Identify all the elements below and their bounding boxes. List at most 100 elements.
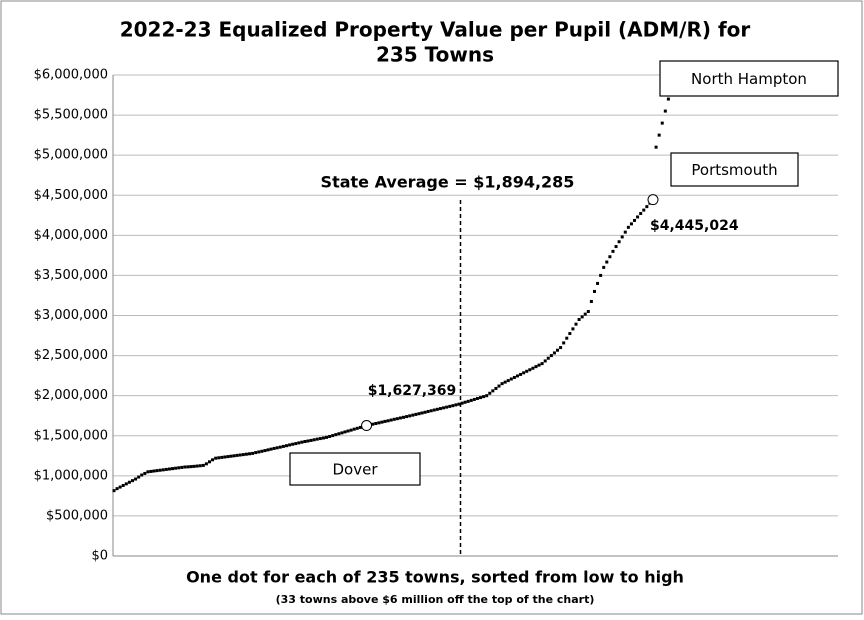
dot [438,407,442,411]
dot [260,449,264,453]
dot [112,489,116,493]
dot [414,412,418,416]
y-tick-label: $4,500,000 [34,188,108,203]
dot [531,366,535,370]
dot [294,442,298,446]
chart-title: 235 Towns [376,43,494,67]
dot [574,322,578,326]
dot [537,363,541,367]
dot [552,351,556,355]
dot [522,371,526,375]
dot [358,425,362,429]
dot [405,415,409,419]
dot [124,482,128,486]
dot [620,235,624,239]
dot [266,448,270,452]
dot [500,382,504,386]
dot [207,460,211,464]
dot [599,273,603,277]
dot [435,407,439,411]
dot [291,442,295,446]
dot [580,315,584,319]
callout-box [670,152,799,187]
dot [583,312,587,316]
y-tick-label: $5,000,000 [34,148,108,163]
callout-box [289,452,421,486]
dot [232,454,236,458]
dot [306,439,310,443]
highlight-point [361,420,373,432]
dot [448,404,452,408]
dot [389,418,393,422]
dot [506,379,510,383]
dot [645,205,649,209]
dot [605,260,609,264]
dot [121,483,125,487]
dot [300,440,304,444]
dot [235,453,239,457]
dot [432,408,436,412]
dot [204,462,208,466]
dot [201,463,205,467]
dot [494,386,498,390]
dot [155,469,159,473]
dot [512,375,516,379]
dot [177,466,181,470]
dot [229,454,233,458]
dot [534,365,538,369]
dot [380,420,384,424]
dot [565,336,569,340]
dot [528,368,532,372]
dot [352,427,356,431]
y-tick-label: $500,000 [46,508,108,523]
dot [346,429,350,433]
dot [349,428,353,432]
dot [497,384,501,388]
dot [278,445,282,449]
dot [392,417,396,421]
dot [540,362,544,366]
dot [143,471,147,475]
dot [186,465,190,469]
dot [328,434,332,438]
dot [589,299,593,303]
dot [629,222,633,226]
callout-name: Portsmouth [691,161,777,179]
dot [479,396,483,400]
dot [423,410,427,414]
dot [654,145,658,149]
dot [636,215,640,219]
y-tick-label: $6,000,000 [34,68,108,83]
dot [525,369,529,373]
dot [608,255,612,259]
dot [192,464,196,468]
dot [663,109,667,113]
dot [454,403,458,407]
dot [426,409,430,413]
dot [158,468,162,472]
dot [244,452,248,456]
dot [238,453,242,457]
dot [562,341,566,345]
dot [343,430,347,434]
dot [457,402,461,406]
y-tick-label: $4,000,000 [34,228,108,243]
dot [660,121,664,125]
dot [377,421,381,425]
dot [297,441,301,445]
dot [318,437,322,441]
dot [420,411,424,415]
dot [257,450,261,454]
dot [220,455,224,459]
y-tick-label: $3,000,000 [34,308,108,323]
dot [149,469,153,473]
callout-name: Dover [333,461,379,479]
dot [275,446,279,450]
dot [355,426,359,430]
y-tick-label: $3,500,000 [34,268,108,283]
dot [386,419,390,423]
dot [281,444,285,448]
dot [509,377,513,381]
dot [623,230,627,234]
